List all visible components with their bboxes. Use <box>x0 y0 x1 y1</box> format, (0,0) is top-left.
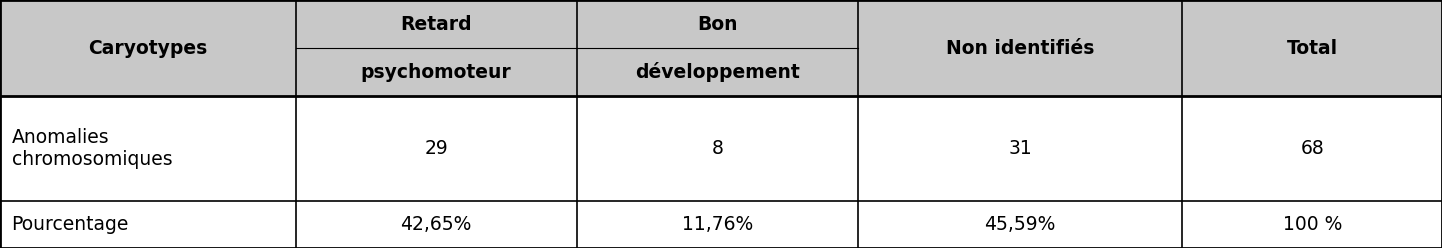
Bar <box>577 0 858 96</box>
Bar <box>296 96 577 201</box>
Text: 100 %: 100 % <box>1282 215 1343 234</box>
Text: 42,65%: 42,65% <box>401 215 472 234</box>
Bar <box>296 201 577 248</box>
Bar <box>1182 201 1442 248</box>
Text: Anomalies
chromosomiques: Anomalies chromosomiques <box>12 128 172 169</box>
Bar <box>1182 96 1442 201</box>
Text: Pourcentage: Pourcentage <box>12 215 128 234</box>
Bar <box>296 0 577 96</box>
Bar <box>858 201 1182 248</box>
Bar <box>0 0 296 96</box>
Bar <box>577 201 858 248</box>
Text: Retard: Retard <box>401 14 472 33</box>
Text: 8: 8 <box>711 139 724 158</box>
Text: psychomoteur: psychomoteur <box>360 62 512 82</box>
Text: Total: Total <box>1286 38 1338 58</box>
Bar <box>0 201 296 248</box>
Text: Bon: Bon <box>696 14 738 33</box>
Bar <box>858 96 1182 201</box>
Bar <box>1182 0 1442 96</box>
Text: Caryotypes: Caryotypes <box>88 38 208 58</box>
Text: 11,76%: 11,76% <box>682 215 753 234</box>
Text: 45,59%: 45,59% <box>985 215 1056 234</box>
Text: 31: 31 <box>1008 139 1032 158</box>
Bar <box>0 96 296 201</box>
Text: développement: développement <box>634 62 800 82</box>
Bar <box>577 96 858 201</box>
Text: 29: 29 <box>424 139 448 158</box>
Text: Non identifiés: Non identifiés <box>946 38 1094 58</box>
Bar <box>858 0 1182 96</box>
Text: 68: 68 <box>1301 139 1324 158</box>
